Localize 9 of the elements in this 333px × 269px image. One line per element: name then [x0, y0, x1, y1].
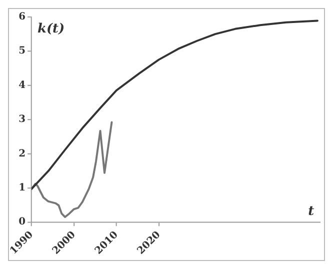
- y-tick-label: 6: [18, 12, 26, 23]
- y-tick-label: 5: [18, 46, 26, 57]
- y-tick-label: 0: [18, 216, 26, 228]
- y-tick-label: 2: [18, 148, 26, 160]
- x-axis-title: t: [308, 204, 314, 220]
- y-tick-label: 3: [18, 114, 26, 126]
- y-tick-label: 1: [18, 182, 26, 194]
- y-tick-label: 4: [18, 80, 26, 91]
- y-axis-title: k(t): [38, 22, 65, 37]
